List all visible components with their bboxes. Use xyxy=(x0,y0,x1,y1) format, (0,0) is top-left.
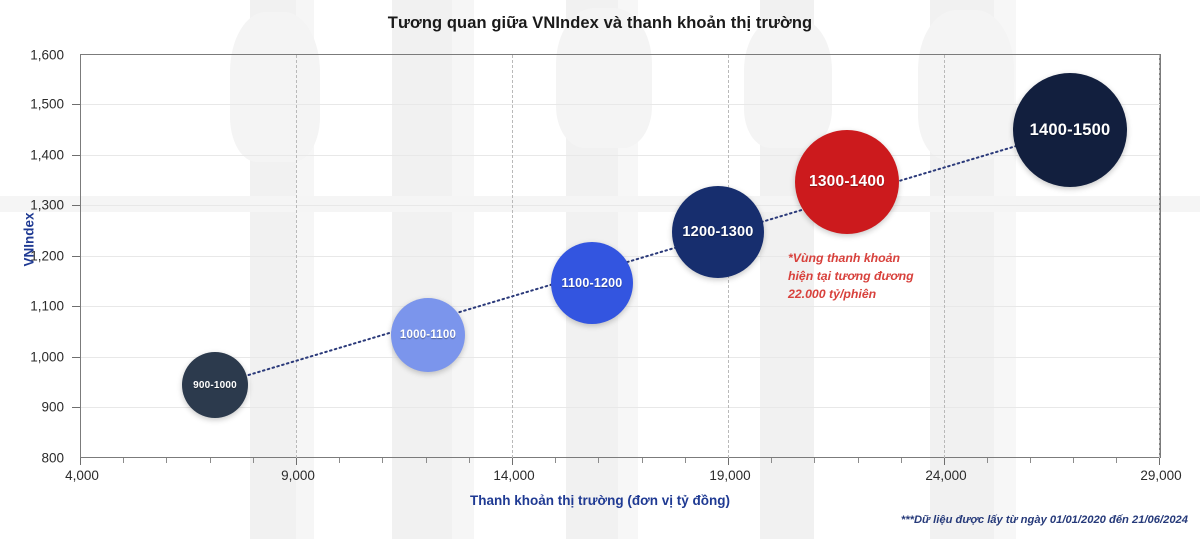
x-axis-label: 24,000 xyxy=(925,468,967,483)
x-axis-minor-tick xyxy=(901,458,903,463)
liquidity-note-line-1: *Vùng thanh khoản xyxy=(788,251,901,265)
x-axis-tick xyxy=(728,458,730,465)
y-axis-label: 1,300 xyxy=(30,197,64,213)
y-axis-label: 1,400 xyxy=(30,147,64,163)
y-axis-tick xyxy=(72,155,80,157)
x-axis-minor-tick xyxy=(339,458,341,463)
gridline-horizontal xyxy=(81,205,1160,206)
x-axis-minor-tick xyxy=(555,458,557,463)
x-axis-label: 14,000 xyxy=(493,468,535,483)
x-axis-minor-tick xyxy=(685,458,687,463)
x-axis-minor-tick xyxy=(1073,458,1075,463)
x-axis-minor-tick xyxy=(987,458,989,463)
x-axis-tick xyxy=(80,458,82,465)
x-axis-minor-tick xyxy=(382,458,384,463)
x-axis-minor-tick xyxy=(123,458,125,463)
x-axis-minor-tick xyxy=(814,458,816,463)
y-axis-label: 1,600 xyxy=(30,47,64,63)
y-axis-label: 1,000 xyxy=(30,349,64,365)
bubble-label: 1000-1100 xyxy=(399,329,457,341)
bubble-label: 1300-1400 xyxy=(809,173,885,190)
x-axis-tick xyxy=(944,458,946,465)
y-axis-label: 900 xyxy=(41,399,64,415)
data-source-note: ***Dữ liệu được lấy từ ngày 01/01/2020 đ… xyxy=(900,514,1188,526)
x-axis-minor-tick xyxy=(253,458,255,463)
x-axis-label: 19,000 xyxy=(709,468,751,483)
bubble-1000-1100[interactable]: 1000-1100 xyxy=(391,298,465,372)
bubble-label: 1100-1200 xyxy=(561,276,623,290)
liquidity-note-line-3: 22.000 tỷ/phiên xyxy=(788,286,877,301)
gridline-vertical xyxy=(296,55,297,458)
y-axis-tick xyxy=(72,205,80,207)
x-axis-minor-tick xyxy=(642,458,644,463)
x-axis-tick xyxy=(1159,458,1161,465)
x-axis-label: 9,000 xyxy=(281,468,315,483)
y-axis-label: 800 xyxy=(41,450,64,466)
y-axis-tick xyxy=(72,104,80,106)
y-axis-label: 1,200 xyxy=(30,248,64,264)
bubble-1200-1300[interactable]: 1200-1300 xyxy=(672,186,764,278)
gridline-horizontal xyxy=(81,155,1160,156)
y-axis-tick xyxy=(72,306,80,308)
y-axis-title: VNIndex xyxy=(21,212,37,267)
chart-title: Tương quan giữa VNIndex và thanh khoản t… xyxy=(387,14,813,32)
x-axis-minor-tick xyxy=(426,458,428,463)
y-axis-label: 1,100 xyxy=(30,298,64,314)
gridline-horizontal xyxy=(81,357,1160,358)
x-axis-label: 29,000 xyxy=(1140,468,1182,483)
x-axis-minor-tick xyxy=(469,458,471,463)
x-axis-minor-tick xyxy=(598,458,600,463)
gridline-vertical xyxy=(1159,55,1160,458)
bubble-1300-1400[interactable]: 1300-1400 xyxy=(795,130,899,234)
x-axis-minor-tick xyxy=(1116,458,1118,463)
x-axis-label: 4,000 xyxy=(65,468,99,483)
x-axis-title: Thanh khoản thị trường (đơn vị tỷ đồng) xyxy=(470,493,730,508)
plot-area xyxy=(80,54,1160,458)
x-axis-tick xyxy=(296,458,298,465)
bubble-label: 1200-1300 xyxy=(682,224,754,240)
bubble-label: 1400-1500 xyxy=(1029,120,1111,139)
bubble-900-1000[interactable]: 900-1000 xyxy=(182,352,248,418)
y-axis-tick xyxy=(72,407,80,409)
liquidity-note-line-2: hiện tại tương đương xyxy=(788,268,914,283)
gridline-horizontal xyxy=(81,104,1160,105)
y-axis-tick xyxy=(72,256,80,258)
bubble-1400-1500[interactable]: 1400-1500 xyxy=(1013,73,1127,187)
gridline-vertical xyxy=(512,55,513,458)
x-axis-minor-tick xyxy=(858,458,860,463)
bubble-1100-1200[interactable]: 1100-1200 xyxy=(551,242,633,324)
x-axis-minor-tick xyxy=(166,458,168,463)
x-axis-minor-tick xyxy=(1030,458,1032,463)
y-axis-label: 1,500 xyxy=(30,96,64,112)
y-axis-tick xyxy=(72,357,80,359)
bubble-label: 900-1000 xyxy=(193,379,237,391)
gridline-horizontal xyxy=(81,407,1160,408)
x-axis-tick xyxy=(512,458,514,465)
liquidity-note: *Vùng thanh khoản hiện tại tương đương 2… xyxy=(788,250,958,303)
x-axis-minor-tick xyxy=(771,458,773,463)
x-axis-minor-tick xyxy=(210,458,212,463)
